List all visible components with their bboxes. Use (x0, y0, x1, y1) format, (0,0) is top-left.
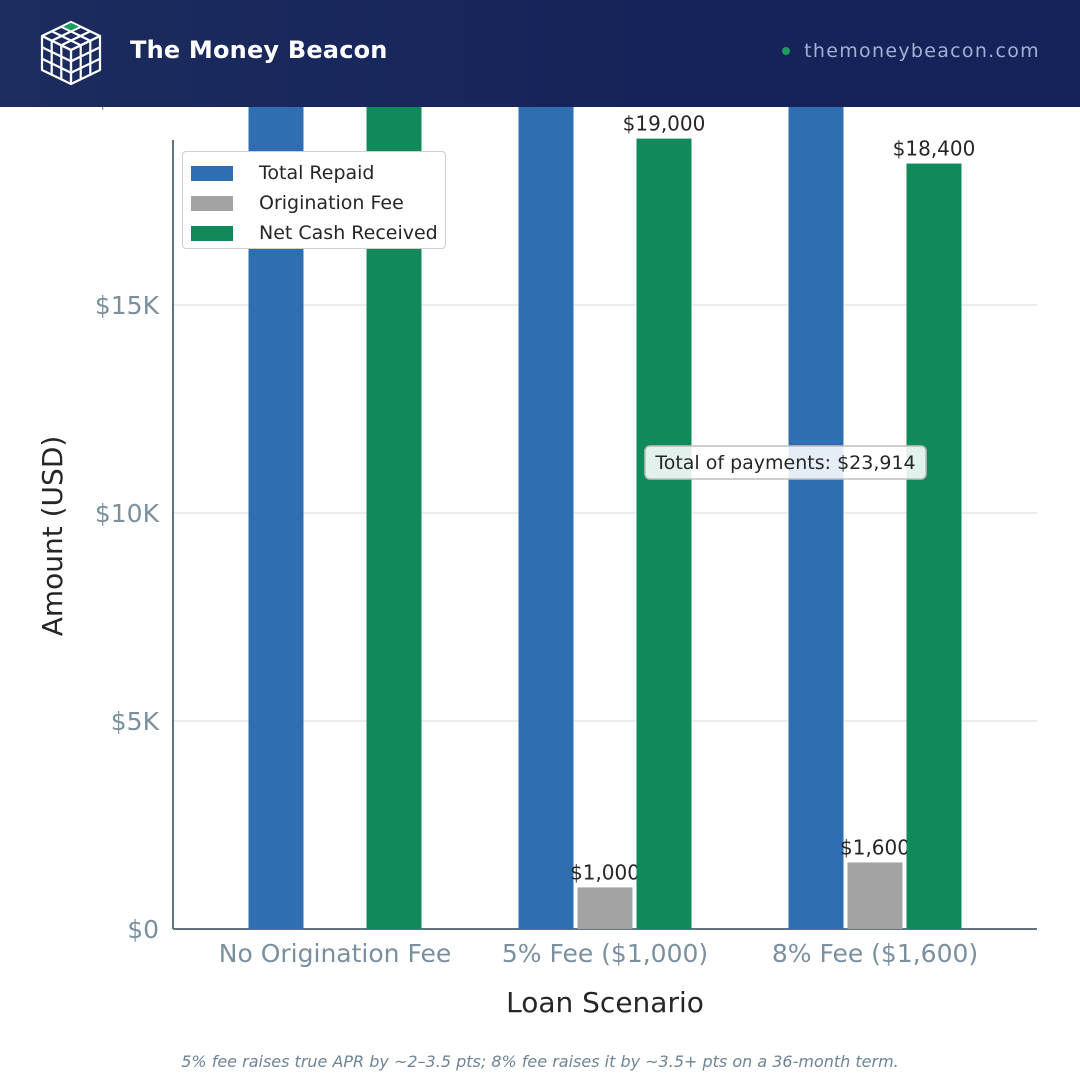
y-axis-title: Amount (USD) (36, 436, 69, 637)
brand-name: The Money Beacon (130, 36, 388, 64)
x-tick-label: 8% Fee ($1,600) (772, 939, 978, 968)
x-tick-label: No Origination Fee (219, 939, 451, 968)
y-tick-label: $5K (111, 707, 160, 736)
bar-origination-fee (847, 862, 903, 929)
cube-grid-icon (40, 20, 102, 86)
bar-total-repaid (518, 107, 574, 929)
chart-legend: Total Repaid Origination Fee Net Cash Re… (182, 151, 446, 249)
bar-total-repaid (788, 107, 844, 929)
legend-item-net-cash: Net Cash Received (191, 218, 445, 248)
bar-net-cash (906, 163, 962, 929)
legend-swatch-net-cash (191, 225, 233, 241)
x-tick-label: 5% Fee ($1,000) (502, 939, 708, 968)
reference-annotation-label: Total of payments: $23,914 (654, 452, 915, 474)
legend-label: Total Repaid (259, 162, 375, 184)
legend-item-origination-fee: Origination Fee (191, 188, 445, 218)
y-tick-label: $20K (95, 107, 160, 112)
legend-label: Origination Fee (259, 192, 404, 214)
data-label: $1,000 (570, 860, 640, 884)
data-label: $19,000 (623, 112, 706, 136)
y-tick-label: $0 (127, 915, 159, 944)
header-bar: The Money Beacon themoneybeacon.com (0, 0, 1080, 107)
legend-swatch-origination-fee (191, 195, 233, 211)
legend-swatch-total-repaid (191, 165, 233, 181)
footnote: 5% fee raises true APR by ~2–3.5 pts; 8%… (181, 1052, 899, 1071)
y-tick-label: $10K (95, 499, 160, 528)
legend-label: Net Cash Received (259, 222, 438, 244)
reference-annotation-box (644, 445, 927, 480)
bar-chart: $0$5K$10K$15K$20K$25K$30K$23,914$23,914$… (36, 107, 1037, 1019)
y-tick-label: $15K (95, 291, 160, 320)
site-url-text: themoneybeacon.com (804, 40, 1040, 62)
bar-origination-fee (577, 887, 633, 929)
data-label: $18,400 (893, 137, 976, 161)
site-url[interactable]: themoneybeacon.com (782, 40, 1040, 62)
bar-net-cash (636, 138, 692, 930)
data-label: $1,600 (840, 835, 910, 859)
legend-item-total-repaid: Total Repaid (191, 158, 445, 188)
status-dot-icon (782, 47, 791, 55)
x-axis-title: Loan Scenario (506, 986, 704, 1019)
